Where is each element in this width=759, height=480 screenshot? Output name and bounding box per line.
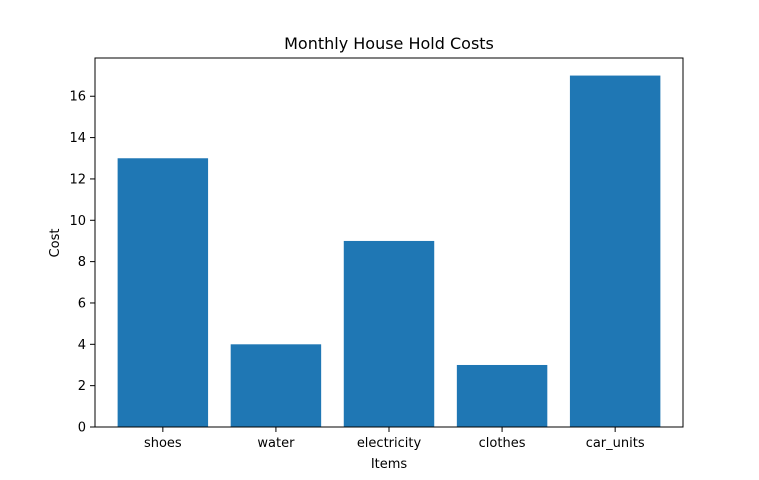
y-tick-label: 4	[78, 338, 86, 353]
y-tick-label: 2	[78, 379, 86, 394]
chart-title: Monthly House Hold Costs	[284, 34, 494, 53]
bar-water	[230, 344, 322, 427]
x-tick-label: car_units	[586, 436, 645, 451]
x-tick-label: shoes	[144, 436, 182, 451]
y-tick-label: 12	[69, 172, 86, 187]
y-tick-label: 6	[78, 296, 86, 311]
y-tick-label: 0	[78, 421, 86, 436]
y-tick-label: 10	[69, 214, 86, 229]
y-axis-label: Cost	[48, 229, 63, 258]
bar-car-units	[569, 75, 661, 427]
x-tick-label: water	[257, 436, 295, 451]
x-tick-label: clothes	[479, 436, 526, 451]
y-tick-label: 8	[78, 255, 86, 270]
y-axis-ticks: 0 2 4 6 8 10 12 14 16	[69, 90, 95, 436]
y-tick-label: 16	[69, 90, 86, 105]
y-tick-label: 14	[69, 131, 86, 146]
x-tick-label: electricity	[357, 436, 422, 451]
x-axis-ticks: shoes water electricity clothes car_units	[144, 427, 645, 451]
plot-frame	[94, 57, 684, 428]
bar-shoes	[117, 158, 209, 427]
bars-group	[117, 75, 661, 427]
x-axis-label: Items	[371, 457, 408, 472]
bar-electricity	[343, 240, 435, 427]
bar-clothes	[456, 364, 548, 427]
